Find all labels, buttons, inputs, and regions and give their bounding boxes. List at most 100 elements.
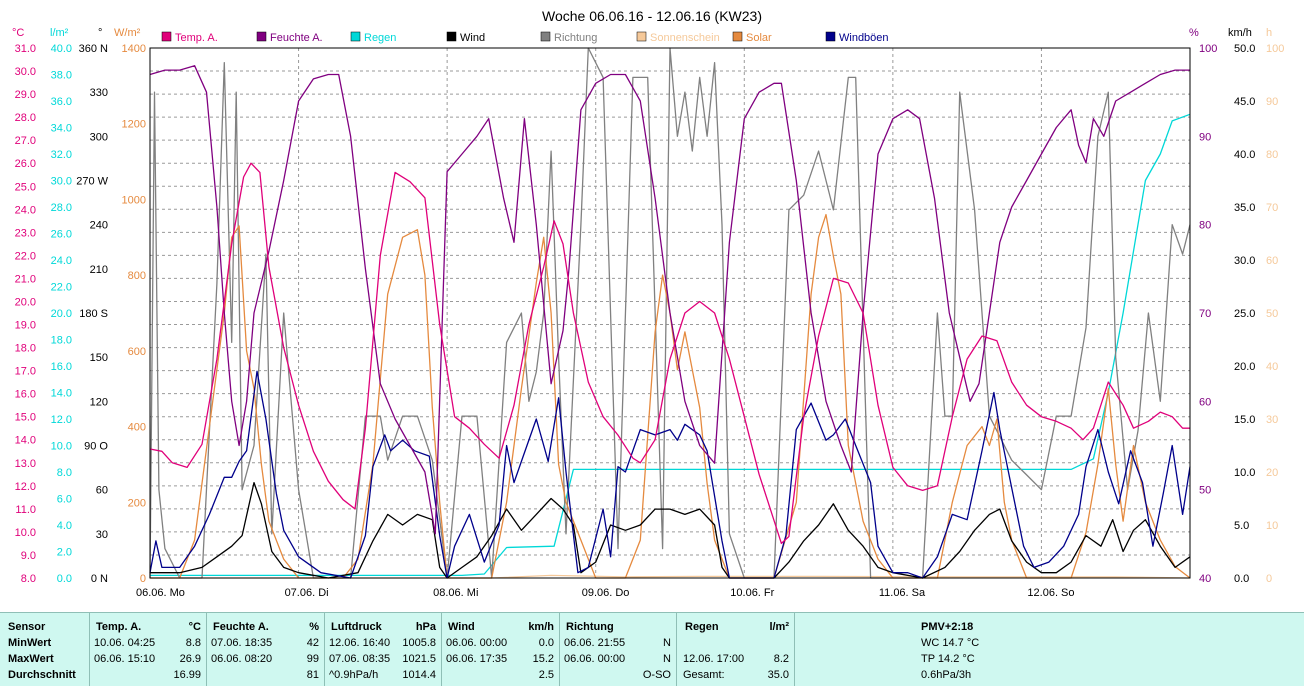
- rain-tick-label: 40.0: [51, 43, 72, 55]
- temp-tick-label: 9.0: [21, 550, 36, 562]
- pmv-pressure-trend: 0.6hPa/3h: [921, 669, 972, 681]
- pmv-header: PMV+2:18: [921, 621, 974, 633]
- x-tick-label: 10.06. Fr: [730, 587, 774, 599]
- pmv-wind-chill: WC 14.7 °C: [921, 637, 980, 649]
- humidity-max-time: 06.06. 08:20: [211, 653, 273, 665]
- max-label: MaxWert: [8, 653, 54, 665]
- pressure-max-time: 07.06. 08:35: [329, 653, 391, 665]
- temp-tick-label: 28.0: [15, 112, 36, 124]
- avg-label: Durchschnitt: [8, 669, 76, 681]
- solar-tick-label: 200: [128, 497, 146, 509]
- humidity-header: Feuchte A.: [213, 621, 269, 633]
- solar-tick-label: 1400: [122, 43, 146, 55]
- rain-tick-label: 32.0: [51, 149, 72, 161]
- solar-tick-label: 800: [128, 270, 146, 282]
- humidity-tick-label: 80: [1199, 220, 1211, 232]
- temp-tick-label: 12.0: [15, 481, 36, 493]
- stats-panel: Sensor MinWert MaxWert Durchschnitt Temp…: [0, 612, 1304, 686]
- legend-label-richtung: Richtung: [554, 32, 597, 44]
- pressure-min-value: 1005.8: [402, 637, 436, 649]
- legend-swatch-windb-en: [825, 31, 836, 42]
- rain-tick-label: 24.0: [51, 255, 72, 267]
- direction-tick-label: 360 N: [79, 43, 108, 55]
- humidity-axis-unit: %: [1189, 27, 1199, 39]
- temp-tick-label: 8.0: [21, 573, 36, 585]
- x-tick-label: 11.06. Sa: [879, 587, 926, 599]
- sunshine-tick-label: 40: [1266, 361, 1278, 373]
- rain-unit: l/m²: [769, 621, 789, 633]
- rain-max-value: 8.2: [773, 653, 789, 665]
- rain-tick-label: 4.0: [57, 520, 72, 532]
- sunshine-tick-label: 30: [1266, 414, 1278, 426]
- rain-tick-label: 36.0: [51, 96, 72, 108]
- sunshine-axis-unit: h: [1266, 27, 1272, 39]
- sunshine-tick-label: 80: [1266, 149, 1278, 161]
- pressure-max-value: 1021.5: [402, 653, 436, 665]
- pressure-unit: hPa: [415, 621, 436, 633]
- humidity-tick-label: 70: [1199, 308, 1211, 320]
- legend-swatch-wind: [446, 31, 457, 42]
- sunshine-tick-label: 90: [1266, 96, 1278, 108]
- direction-tick-label: 120: [90, 396, 108, 408]
- humidity-tick-label: 100: [1199, 43, 1217, 55]
- sunshine-tick-label: 70: [1266, 202, 1278, 214]
- solar-tick-label: 1000: [122, 194, 146, 206]
- series-lines: [149, 47, 1191, 579]
- pressure-header: Luftdruck: [331, 621, 382, 633]
- direction-tick-label: 90 O: [84, 441, 108, 453]
- direction-tick-label: 210: [90, 264, 108, 276]
- series-line-richtung: [149, 47, 1191, 579]
- legend-swatch-feuchte-a: [256, 31, 267, 42]
- wind-tick-label: 15.0: [1234, 414, 1255, 426]
- direction-tick-label: 270 W: [76, 176, 108, 188]
- chart-title: Woche 06.06.16 - 12.06.16 (KW23): [542, 8, 762, 24]
- wind-max-value: 15.2: [532, 653, 554, 665]
- temp-tick-label: 16.0: [15, 389, 36, 401]
- sunshine-tick-label: 20: [1266, 467, 1278, 479]
- wind-tick-label: 25.0: [1234, 308, 1255, 320]
- wind-tick-label: 50.0: [1234, 43, 1255, 55]
- x-tick-label: 09.06. Do: [582, 587, 630, 599]
- temp-tick-label: 30.0: [15, 66, 36, 78]
- direction-tick-label: 330: [90, 87, 108, 99]
- series-line-solar: [150, 213, 1191, 579]
- solar-tick-label: 600: [128, 346, 146, 358]
- stats-pressure-column: Luftdruck hPa 12.06. 16:40 1005.8 07.06.…: [324, 613, 442, 686]
- wind-tick-label: 10.0: [1234, 467, 1255, 479]
- direction-tick-label: 60: [96, 485, 108, 497]
- direction-tick-label: 300: [90, 131, 108, 143]
- pressure-average: 1014.4: [402, 669, 436, 681]
- wind-tick-label: 40.0: [1234, 149, 1255, 161]
- rain-tick-label: 2.0: [57, 547, 72, 559]
- rain-tick-label: 28.0: [51, 202, 72, 214]
- temp-tick-label: 13.0: [15, 458, 36, 470]
- wind-tick-label: 45.0: [1234, 96, 1255, 108]
- temp-tick-label: 27.0: [15, 135, 36, 147]
- series-line-windb-en: [149, 370, 1191, 579]
- humidity-tick-label: 90: [1199, 131, 1211, 143]
- temp-tick-label: 23.0: [15, 227, 36, 239]
- rain-tick-label: 14.0: [51, 388, 72, 400]
- solar-axis-unit: W/m²: [114, 27, 141, 39]
- pressure-min-time: 12.06. 16:40: [329, 637, 391, 649]
- direction-max-value: N: [663, 653, 671, 665]
- rain-tick-label: 18.0: [51, 335, 72, 347]
- rain-tick-label: 20.0: [51, 308, 72, 320]
- rain-tick-label: 6.0: [57, 494, 72, 506]
- temp-tick-label: 11.0: [15, 504, 36, 516]
- series-line-feuchte-a: [149, 65, 1190, 535]
- stats-temp-column: Temp. A. °C 10.06. 04:25 8.8 06.06. 15:1…: [89, 613, 207, 686]
- direction-min-value: N: [663, 637, 671, 649]
- temp-tick-label: 25.0: [15, 181, 36, 193]
- temp-tick-label: 24.0: [15, 204, 36, 216]
- temp-unit: °C: [188, 621, 201, 633]
- direction-header: Richtung: [566, 621, 614, 633]
- x-tick-label: 08.06. Mi: [433, 587, 478, 599]
- solar-tick-label: 400: [128, 422, 146, 434]
- humidity-tick-label: 60: [1199, 396, 1211, 408]
- legend-label-sonnenschein: Sonnenschein: [650, 32, 720, 44]
- rain-tick-label: 12.0: [51, 414, 72, 426]
- sunshine-tick-label: 10: [1266, 520, 1278, 532]
- sunshine-tick-label: 50: [1266, 308, 1278, 320]
- wind-max-time: 06.06. 17:35: [446, 653, 508, 665]
